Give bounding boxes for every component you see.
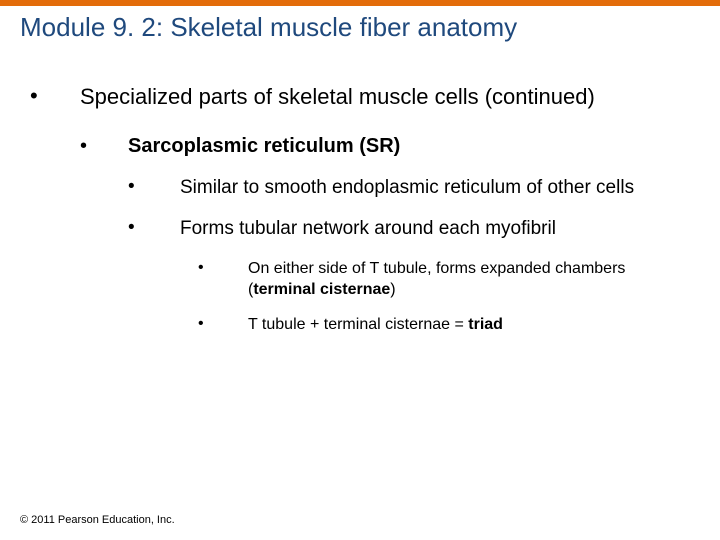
- copyright-footer: © 2011 Pearson Education, Inc.: [20, 514, 175, 526]
- bullet-level-1: • Specialized parts of skeletal muscle c…: [30, 83, 690, 111]
- bullet-text: T tubule + terminal cisternae = triad: [248, 315, 690, 336]
- text-run: ): [390, 281, 395, 298]
- slide-content: • Specialized parts of skeletal muscle c…: [0, 43, 720, 335]
- bullet-glyph: •: [30, 83, 80, 111]
- bullet-text: Similar to smooth endoplasmic reticulum …: [180, 176, 690, 200]
- bullet-glyph: •: [128, 176, 180, 200]
- bullet-level-3: • Similar to smooth endoplasmic reticulu…: [128, 176, 690, 200]
- bullet-level-4: • T tubule + terminal cisternae = triad: [198, 315, 690, 336]
- bullet-level-2: • Sarcoplasmic reticulum (SR): [80, 135, 690, 158]
- text-run: T tubule + terminal cisternae =: [248, 316, 468, 333]
- bold-term: triad: [468, 316, 503, 333]
- bullet-text: On either side of T tubule, forms expand…: [248, 259, 690, 301]
- bullet-glyph: •: [128, 217, 180, 241]
- slide-title: Module 9. 2: Skeletal muscle fiber anato…: [0, 6, 720, 43]
- bullet-text: Forms tubular network around each myofib…: [180, 217, 690, 241]
- bullet-level-4: • On either side of T tubule, forms expa…: [198, 259, 690, 301]
- bullet-glyph: •: [198, 259, 248, 301]
- bullet-text: Specialized parts of skeletal muscle cel…: [80, 83, 690, 111]
- bullet-level-3: • Forms tubular network around each myof…: [128, 217, 690, 241]
- bullet-glyph: •: [80, 135, 128, 158]
- bullet-text: Sarcoplasmic reticulum (SR): [128, 135, 690, 158]
- bold-term: terminal cisternae: [253, 281, 390, 298]
- bullet-glyph: •: [198, 315, 248, 336]
